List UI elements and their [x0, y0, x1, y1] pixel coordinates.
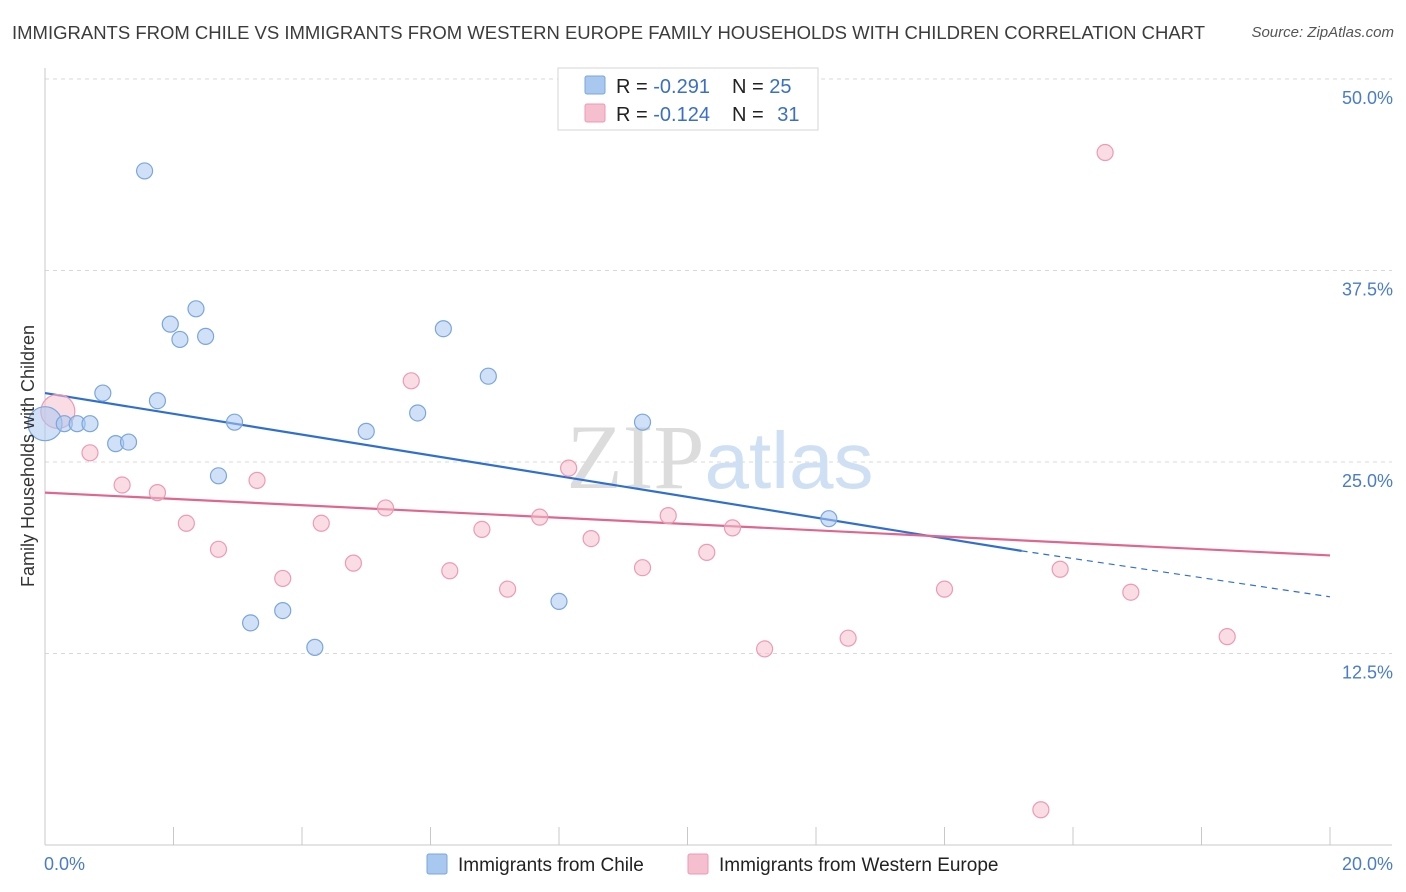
- point-western-europe: [312, 514, 330, 532]
- legend-n-label: N =: [732, 104, 769, 126]
- trend-line-chile: [44, 391, 1022, 552]
- point-western-europe: [1218, 628, 1236, 646]
- svg-text:R = -0.291: R = -0.291: [616, 76, 710, 98]
- point-western-europe: [376, 499, 395, 517]
- point-western-europe: [633, 559, 652, 577]
- point-western-europe: [582, 529, 600, 548]
- point-western-europe: [531, 508, 549, 526]
- point-western-europe: [209, 540, 228, 558]
- point-western-europe: [935, 580, 954, 598]
- legend-r-value: -0.291: [653, 76, 710, 98]
- y-tick-label: 12.5%: [1342, 663, 1393, 683]
- point-chile: [148, 392, 167, 410]
- bottom-legend-swatch-chile: [426, 853, 448, 875]
- point-chile: [187, 300, 205, 318]
- point-western-europe: [1051, 560, 1069, 578]
- x-tick-label: 0.0%: [44, 854, 85, 874]
- svg-text:N = 25: N = 25: [732, 76, 792, 98]
- y-tick-label: 25.0%: [1342, 471, 1393, 491]
- y-tick-label: 50.0%: [1342, 88, 1393, 108]
- point-chile: [409, 404, 427, 422]
- trend-line-western-europe: [44, 491, 1331, 557]
- data-points: [27, 70, 1236, 819]
- legend-n-value: 25: [769, 76, 791, 98]
- point-western-europe: [177, 514, 195, 532]
- source-label: Source: ZipAtlas.com: [1251, 24, 1394, 41]
- point-chile: [197, 327, 215, 345]
- point-western-europe: [659, 507, 677, 525]
- point-western-europe: [499, 580, 517, 598]
- point-western-europe: [723, 519, 742, 537]
- point-western-europe: [1032, 801, 1050, 819]
- point-chile: [820, 510, 838, 528]
- point-western-europe: [344, 554, 362, 572]
- chart-title: IMMIGRANTS FROM CHILE VS IMMIGRANTS FROM…: [12, 22, 1206, 43]
- point-western-europe: [839, 629, 857, 647]
- point-chile: [209, 467, 228, 485]
- legend-n-value: 31: [777, 104, 799, 126]
- legend-r-value: -0.124: [653, 104, 710, 126]
- point-chile: [550, 592, 568, 611]
- point-western-europe: [698, 543, 716, 561]
- point-chile: [434, 320, 452, 338]
- point-western-europe: [148, 484, 167, 502]
- legend-swatch-western-europe: [584, 103, 606, 123]
- point-western-europe: [560, 459, 578, 477]
- point-chile: [242, 614, 260, 632]
- bottom-legend-swatch-western-europe: [687, 853, 709, 875]
- point-chile: [633, 413, 652, 431]
- legend-r-label: R =: [616, 76, 653, 98]
- point-chile: [81, 415, 99, 433]
- point-chile: [357, 422, 375, 440]
- point-western-europe: [274, 569, 292, 588]
- x-tick-label: 20.0%: [1342, 854, 1393, 874]
- point-chile: [274, 602, 292, 620]
- point-western-europe: [1122, 583, 1140, 601]
- watermark: ZIPatlas: [567, 406, 874, 508]
- point-western-europe: [113, 476, 131, 494]
- legend-swatch-chile: [584, 75, 606, 95]
- y-tick-label: 37.5%: [1342, 280, 1393, 300]
- point-chile: [171, 330, 189, 349]
- trend-lines: [44, 391, 1331, 598]
- grid-lines: [45, 78, 1392, 654]
- svg-text:N = 31: N = 31: [732, 104, 800, 126]
- axes: [44, 68, 1392, 846]
- point-western-europe: [755, 640, 774, 658]
- bottom-legend-label-chile: Immigrants from Chile: [458, 855, 644, 876]
- svg-text:R = -0.124: R = -0.124: [616, 104, 710, 126]
- point-chile: [94, 384, 112, 402]
- watermark-atlas: atlas: [705, 416, 874, 505]
- point-western-europe: [473, 520, 491, 539]
- point-western-europe: [81, 444, 99, 462]
- bottom-legend-label-western-europe: Immigrants from Western Europe: [719, 855, 998, 876]
- point-chile: [306, 638, 324, 656]
- point-chile: [135, 162, 154, 180]
- point-western-europe: [402, 372, 420, 390]
- bottom-legend: Immigrants from Chile Immigrants from We…: [426, 853, 998, 876]
- legend-r-label: R =: [616, 104, 653, 126]
- legend-n-label: N =: [732, 76, 769, 98]
- point-chile: [119, 433, 138, 451]
- tick-labels: 12.5% 25.0% 37.5% 50.0% 0.0% 20.0%: [44, 88, 1393, 874]
- point-western-europe: [1096, 143, 1114, 162]
- point-chile: [161, 315, 179, 333]
- point-chile: [479, 367, 497, 385]
- point-chile: [225, 413, 244, 431]
- point-western-europe: [441, 562, 459, 580]
- trend-line-chile-extension: [1021, 550, 1331, 598]
- y-axis-label: Family Households with Children: [18, 325, 38, 587]
- legend: R = -0.291 N = 25 R = -0.124 N = 31: [557, 67, 819, 131]
- point-western-europe: [248, 471, 266, 489]
